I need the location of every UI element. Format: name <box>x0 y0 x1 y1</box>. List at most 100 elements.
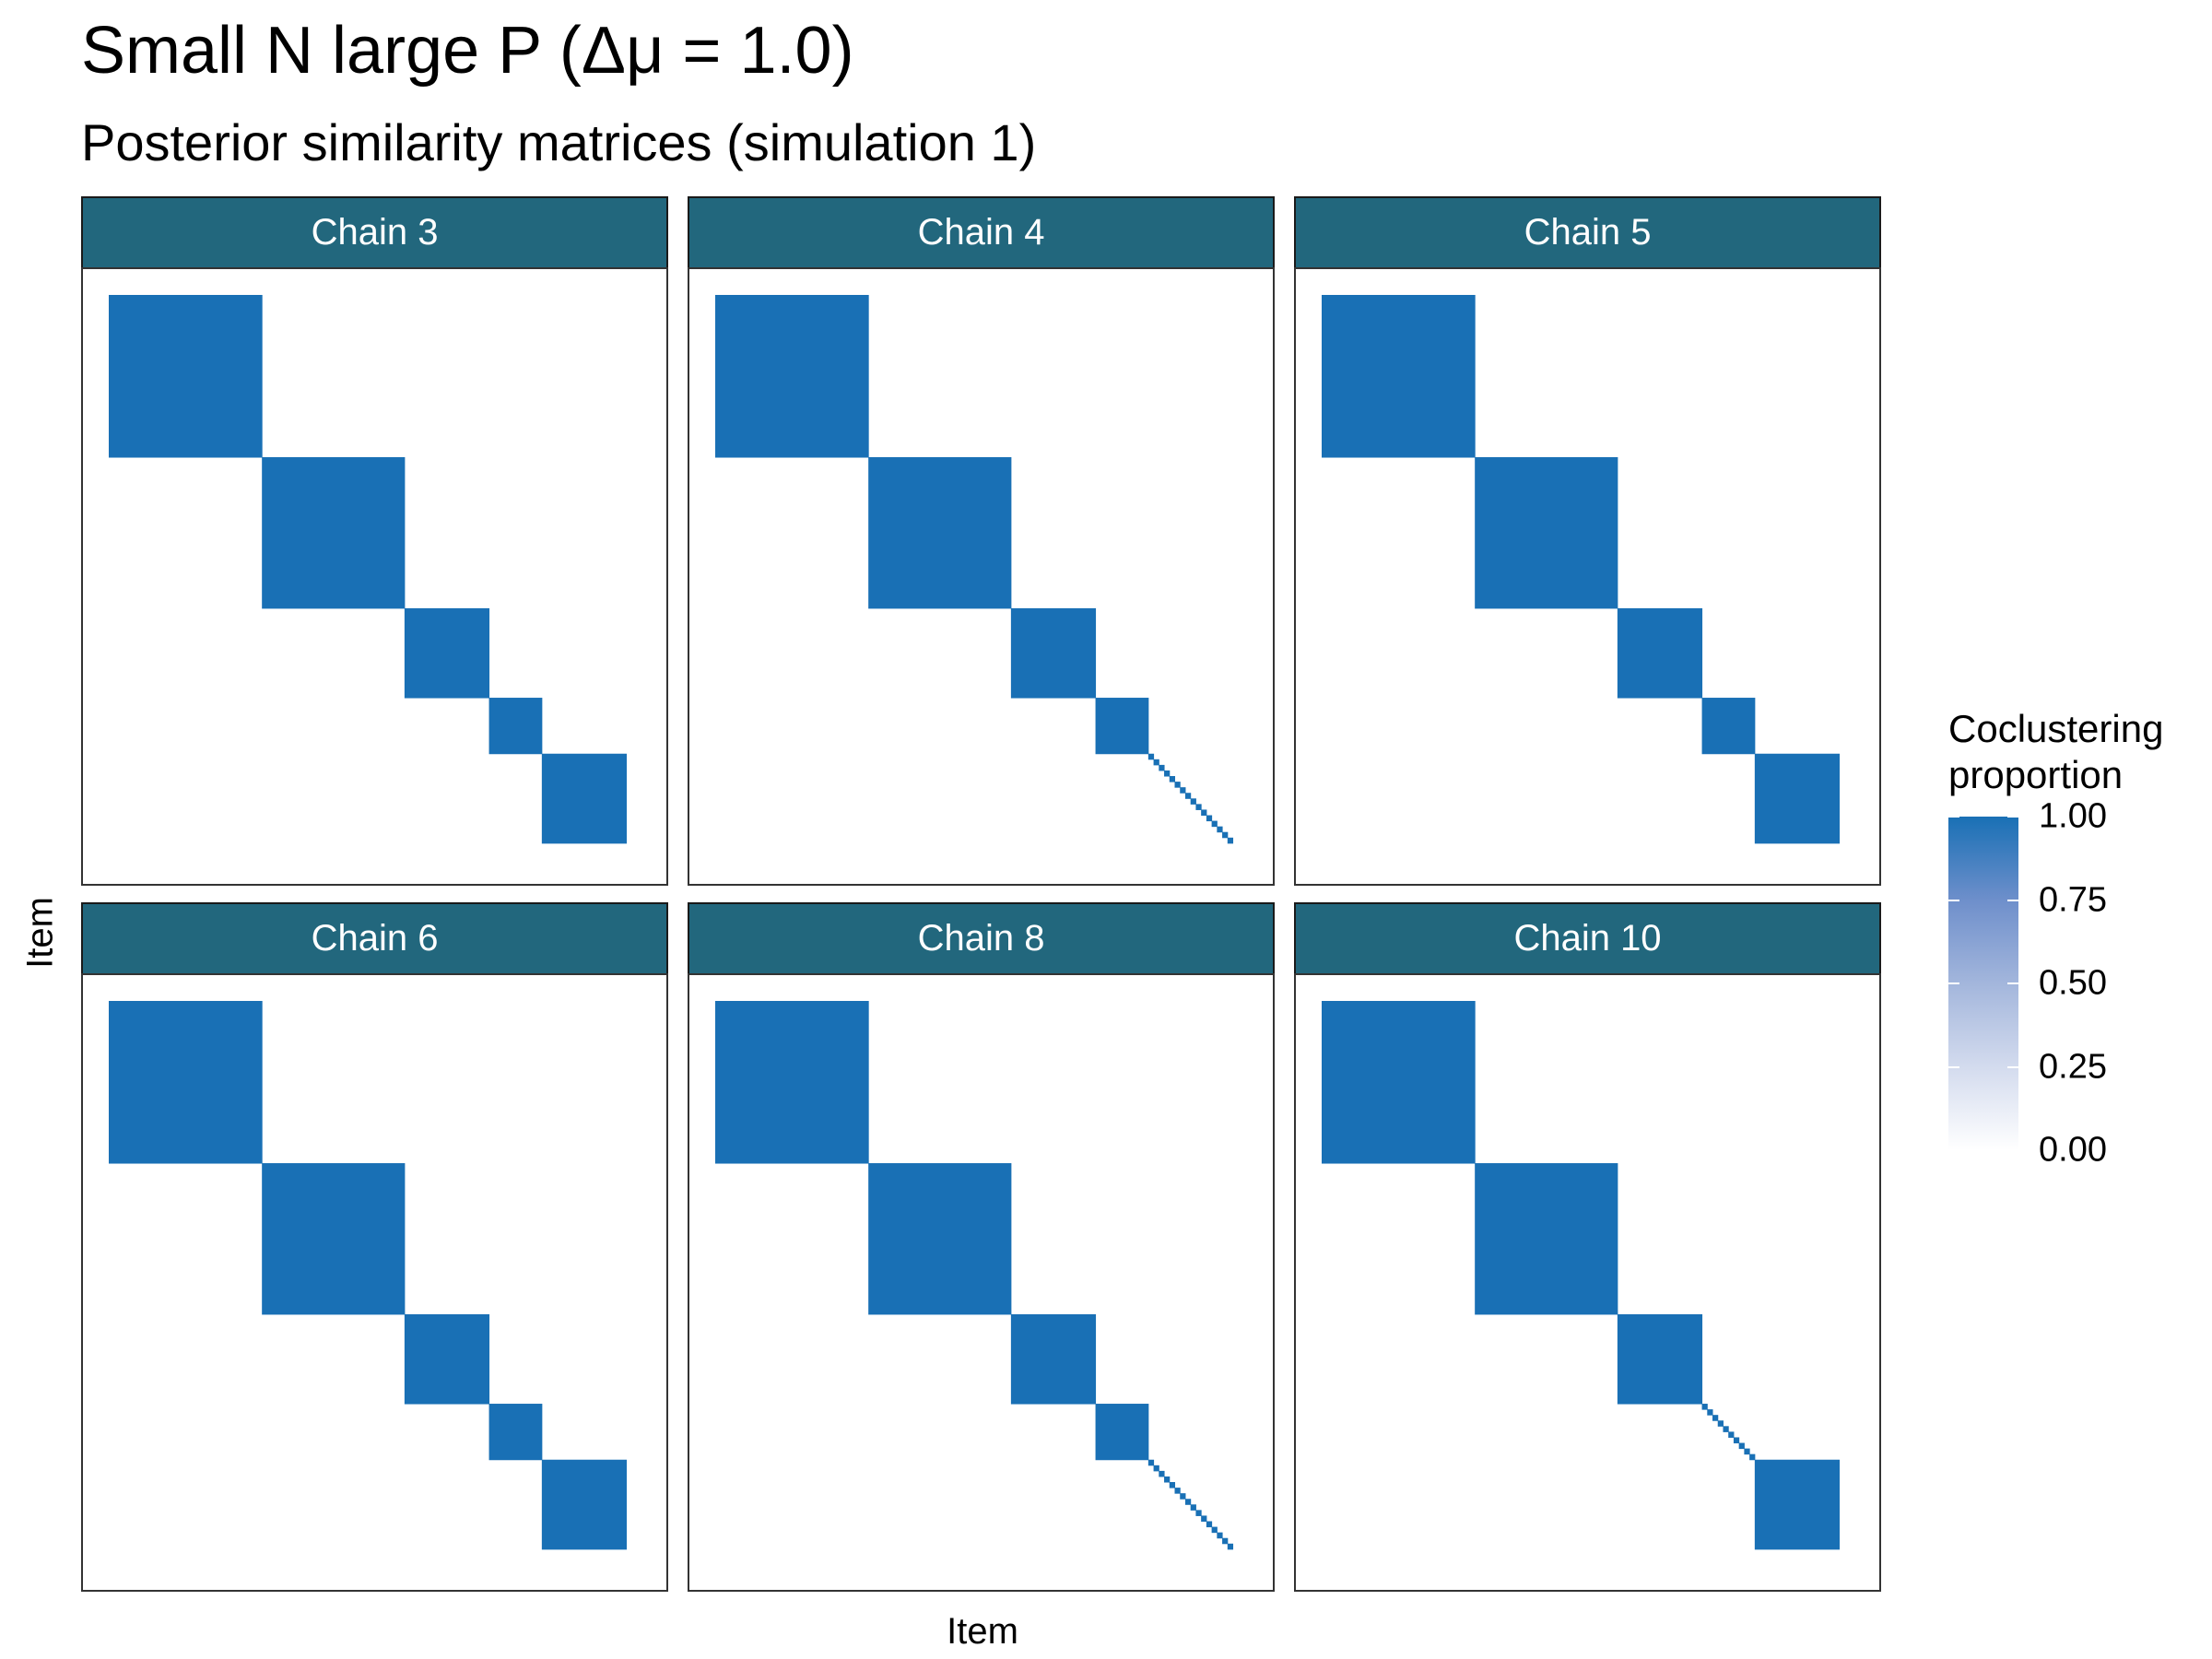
cocluster-block <box>1728 1431 1735 1438</box>
cocluster-block <box>1095 1404 1149 1461</box>
cocluster-block <box>262 457 406 609</box>
cocluster-block <box>1701 1404 1708 1410</box>
cocluster-block <box>1169 776 1176 782</box>
legend-title: Coclustering proportion <box>1948 706 2163 798</box>
x-axis-label: Item <box>947 1611 1018 1652</box>
cocluster-block <box>1010 607 1097 699</box>
cocluster-block <box>1744 1448 1750 1455</box>
facet-panel: Chain 6 <box>81 902 668 1592</box>
legend-tick-mark <box>2007 899 2018 901</box>
legend-tick-mark <box>1948 1149 1959 1151</box>
cocluster-block <box>1147 1459 1155 1466</box>
facet-strip-label: Chain 8 <box>688 902 1275 975</box>
legend-tick-label: 0.75 <box>2039 880 2107 919</box>
cocluster-block <box>1754 1459 1841 1550</box>
legend-tick-label: 0.00 <box>2039 1130 2107 1170</box>
legend-tick-mark <box>2007 1065 2018 1068</box>
heatmap-plot-area <box>688 267 1275 886</box>
heatmap-plot-area <box>81 973 668 1592</box>
cocluster-block <box>1180 787 1186 794</box>
cocluster-block <box>1174 1488 1181 1494</box>
cocluster-block <box>1717 1420 1724 1427</box>
y-axis-label: Item <box>19 897 61 969</box>
facet-strip-label: Chain 10 <box>1294 902 1881 975</box>
heatmap-svg <box>715 1001 1234 1550</box>
cocluster-block <box>1723 1426 1729 1432</box>
cocluster-block <box>1617 607 1703 699</box>
cocluster-block <box>1201 809 1207 817</box>
heatmap-plot-area <box>1294 267 1881 886</box>
cocluster-block <box>262 1163 406 1315</box>
cocluster-block <box>1749 1453 1756 1461</box>
chart-subtitle: Posterior similarity matrices (simulatio… <box>81 113 1037 171</box>
cocluster-block <box>109 1001 263 1164</box>
cocluster-block <box>1227 1543 1234 1550</box>
cocluster-block <box>1217 826 1223 833</box>
cocluster-block <box>404 607 490 699</box>
cocluster-block <box>1754 753 1841 844</box>
cocluster-block <box>1159 764 1165 771</box>
heatmap-svg <box>109 1001 628 1550</box>
cocluster-block <box>868 457 1012 609</box>
cocluster-block <box>404 1313 490 1405</box>
cocluster-block <box>1153 759 1159 766</box>
facet-panel: Chain 4 <box>688 196 1275 886</box>
heatmap-plot-area <box>81 267 668 886</box>
facet-panel: Chain 5 <box>1294 196 1881 886</box>
cocluster-block <box>715 1001 869 1164</box>
facet-strip-label: Chain 5 <box>1294 196 1881 269</box>
heatmap-plot-area <box>688 973 1275 1592</box>
heatmap-svg <box>109 295 628 844</box>
cocluster-block <box>1010 1313 1097 1405</box>
legend-tick-label: 1.00 <box>2039 796 2107 836</box>
cocluster-block <box>1206 815 1213 822</box>
heatmap-svg <box>1322 295 1841 844</box>
cocluster-block <box>1153 1465 1159 1472</box>
cocluster-block <box>1180 1493 1186 1500</box>
cocluster-block <box>1159 1470 1165 1477</box>
heatmap-svg <box>715 295 1234 844</box>
cocluster-block <box>1164 1476 1171 1483</box>
legend-tick-label: 0.50 <box>2039 963 2107 1003</box>
facet-panel: Chain 3 <box>81 196 668 886</box>
cocluster-block <box>868 1163 1012 1315</box>
cocluster-block <box>1184 1499 1192 1505</box>
cocluster-block <box>1475 1163 1618 1315</box>
legend-tick-label: 0.25 <box>2039 1047 2107 1086</box>
cocluster-block <box>1190 1504 1196 1511</box>
cocluster-block <box>541 1459 628 1550</box>
legend-title-line-2: proportion <box>1948 753 2124 796</box>
cocluster-block <box>1211 820 1218 828</box>
cocluster-block <box>1190 798 1196 805</box>
cocluster-block <box>1701 698 1756 755</box>
legend-tick-mark <box>1948 1065 1959 1068</box>
cocluster-block <box>541 753 628 844</box>
heatmap-svg <box>1322 1001 1841 1550</box>
heatmap-plot-area <box>1294 973 1881 1592</box>
cocluster-block <box>488 698 543 755</box>
cocluster-block <box>1733 1437 1740 1444</box>
cocluster-block <box>1475 457 1618 609</box>
cocluster-block <box>109 295 263 458</box>
facet-panel: Chain 10 <box>1294 902 1881 1592</box>
cocluster-block <box>1095 698 1149 755</box>
legend-tick-mark <box>1948 982 1959 984</box>
cocluster-block <box>1322 295 1476 458</box>
cocluster-block <box>1195 1510 1202 1516</box>
cocluster-block <box>1712 1415 1719 1421</box>
cocluster-block <box>1195 804 1202 810</box>
cocluster-block <box>1707 1409 1713 1416</box>
legend-tick-mark <box>2007 982 2018 984</box>
cocluster-block <box>1169 1482 1176 1488</box>
cocluster-block <box>1227 837 1234 844</box>
cocluster-block <box>1147 753 1155 760</box>
cocluster-block <box>715 295 869 458</box>
cocluster-block <box>1222 1537 1229 1545</box>
cocluster-block <box>1211 1526 1218 1534</box>
cocluster-block <box>1217 1532 1223 1539</box>
legend-colorbar <box>1948 817 2018 1150</box>
cocluster-block <box>1184 793 1192 799</box>
facet-panel: Chain 8 <box>688 902 1275 1592</box>
facet-strip-label: Chain 4 <box>688 196 1275 269</box>
legend-title-line-1: Coclustering <box>1948 707 2164 750</box>
